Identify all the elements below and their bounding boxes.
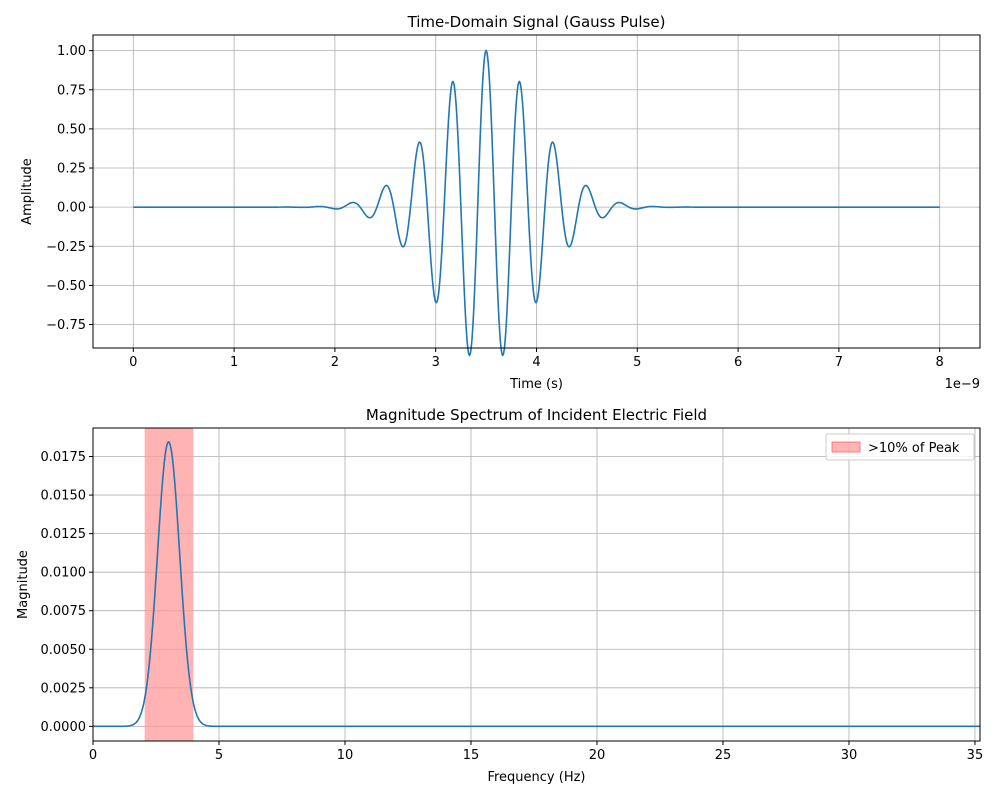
- spectrum-highlight-band: [144, 428, 194, 741]
- time-domain-y-axis-label: Amplitude: [20, 158, 35, 225]
- spectrum-y-tick-label: 0.0150: [41, 489, 87, 504]
- time-domain-y-tick-label: −0.75: [46, 318, 86, 333]
- spectrum-magnitude-line: [93, 441, 980, 728]
- time-domain-x-tick-label: 6: [734, 355, 742, 370]
- spectrum-x-tick-label: 20: [589, 748, 606, 763]
- time-domain-chart: 0 1 2 3 4 5 6 7 8 −0.75 −0.50 −0.25 0.00 0.25 0.50 0.75…: [20, 13, 981, 392]
- spectrum-x-tick-label: 35: [967, 748, 984, 763]
- spectrum-y-tick-label: 0.0050: [41, 643, 87, 658]
- time-domain-x-tick-label: 5: [633, 355, 641, 370]
- spectrum-grid: [92, 428, 980, 741]
- time-domain-x-offset-label: 1e−9: [945, 377, 980, 392]
- time-domain-x-axis-label: Time (s): [509, 377, 563, 392]
- time-domain-y-tick-label: 0.50: [57, 122, 86, 137]
- spectrum-y-tick-label: 0.0075: [41, 604, 87, 619]
- time-domain-x-tick-label: 7: [835, 355, 843, 370]
- time-domain-x-tick-label: 4: [532, 355, 540, 370]
- time-domain-x-tick-label: 1: [230, 355, 238, 370]
- time-domain-x-tick-label: 3: [432, 355, 440, 370]
- spectrum-legend: >10% of Peak: [825, 433, 975, 461]
- spectrum-y-tick-label: 0.0175: [41, 450, 87, 465]
- spectrum-axes-frame: [92, 427, 981, 742]
- spectrum-x-axis-label: Frequency (Hz): [487, 770, 585, 785]
- time-domain-y-tick-label: 0.25: [57, 162, 86, 177]
- spectrum-y-tick-label: 0.0100: [41, 566, 87, 581]
- spectrum-y-axis-label: Magnitude: [16, 550, 31, 619]
- spectrum-y-tick-label: 0.0125: [41, 527, 87, 542]
- spectrum-title: Magnitude Spectrum of Incident Electric …: [366, 406, 707, 424]
- spectrum-x-tick-label: 15: [463, 748, 480, 763]
- time-domain-y-tick-label: −0.25: [46, 240, 86, 255]
- spectrum-chart: 0 5 10 15 20 25 30 35 0.0000 0.0025 0.0050 0.0075 0.…: [16, 406, 983, 785]
- spectrum-x-tick-label: 5: [215, 748, 223, 763]
- spectrum-ticks: 0 5 10 15 20 25 30 35 0.0000 0.0025 0.0050 0.0075 0.…: [41, 450, 984, 763]
- legend-swatch: [831, 441, 861, 453]
- time-domain-x-tick-label: 2: [331, 355, 339, 370]
- time-domain-x-tick-label: 0: [129, 355, 137, 370]
- time-domain-x-tick-label: 8: [936, 355, 944, 370]
- spectrum-x-tick-label: 25: [715, 748, 732, 763]
- spectrum-x-tick-label: 30: [841, 748, 858, 763]
- time-domain-y-tick-label: 1.00: [57, 44, 86, 59]
- spectrum-x-tick-label: 0: [89, 748, 97, 763]
- spectrum-y-tick-label: 0.0025: [41, 681, 87, 696]
- time-domain-y-tick-label: −0.50: [46, 279, 86, 294]
- time-domain-ticks: 0 1 2 3 4 5 6 7 8 −0.75 −0.50 −0.25 0.00 0.25 0.50 0.75…: [46, 44, 944, 370]
- time-domain-y-tick-label: 0.75: [57, 83, 86, 98]
- time-domain-y-tick-label: 0.00: [57, 201, 86, 216]
- time-domain-signal-line: [133, 49, 940, 357]
- time-domain-title: Time-Domain Signal (Gauss Pulse): [407, 13, 666, 31]
- spectrum-x-tick-label: 10: [337, 748, 354, 763]
- spectrum-y-tick-label: 0.0000: [41, 720, 87, 735]
- legend-label: >10% of Peak: [868, 441, 960, 456]
- legend-box: [825, 433, 975, 461]
